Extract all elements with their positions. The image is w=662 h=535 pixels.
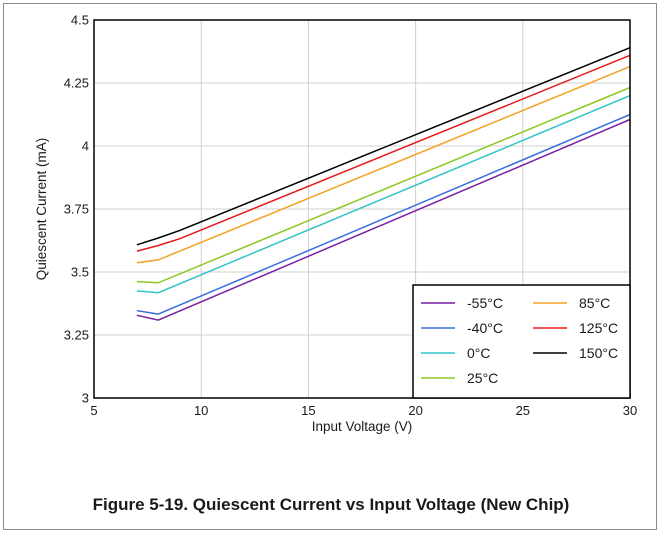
x-tick-label: 20 (408, 403, 422, 418)
y-tick-label: 3.5 (71, 265, 89, 280)
x-axis-label: Input Voltage (V) (312, 419, 413, 434)
x-tick-label: 30 (623, 403, 637, 418)
series-line (136, 113, 631, 315)
legend-label: 0°C (467, 345, 491, 361)
figure-caption: Figure 5-19. Quiescent Current vs Input … (92, 495, 570, 514)
y-tick-label: 3 (82, 391, 89, 406)
legend-label: 150°C (579, 345, 618, 361)
series-lines (136, 47, 631, 321)
y-tick-label: 4 (82, 139, 89, 154)
legend-label: -55°C (467, 295, 503, 311)
series-line (136, 65, 631, 264)
y-tick-labels: 3 3.25 3.5 3.75 4 4.25 4.5 (64, 13, 89, 406)
series-line (136, 86, 631, 284)
y-tick-label: 4.5 (71, 13, 89, 28)
series-line (136, 94, 631, 294)
figure-frame (3, 3, 657, 530)
legend-label: -40°C (467, 320, 503, 336)
x-tick-label: 15 (301, 403, 315, 418)
legend: -55°C -40°C 0°C 25°C 85°C 125°C 150°C (412, 284, 631, 399)
legend-label: 125°C (579, 320, 618, 336)
plot-area-border (93, 19, 631, 399)
legend-box (412, 284, 631, 399)
y-axis-label: Quiescent Current (mA) (34, 138, 49, 281)
legend-label: 85°C (579, 295, 610, 311)
y-tick-label: 3.25 (64, 328, 89, 343)
x-tick-label: 25 (516, 403, 530, 418)
series-line (136, 47, 631, 246)
x-tick-label: 10 (194, 403, 208, 418)
legend-label: 25°C (467, 370, 498, 386)
y-tick-label: 4.25 (64, 76, 89, 91)
x-tick-label: 5 (90, 403, 97, 418)
x-tick-labels: 5 10 15 20 25 30 (90, 403, 637, 418)
chart-svg: 5 10 15 20 25 30 3 3.25 3.5 3.75 4 4.25 4.5 Input V… (34, 13, 637, 435)
series-line (136, 118, 631, 321)
y-tick-label: 3.75 (64, 202, 89, 217)
series-line (136, 54, 631, 252)
